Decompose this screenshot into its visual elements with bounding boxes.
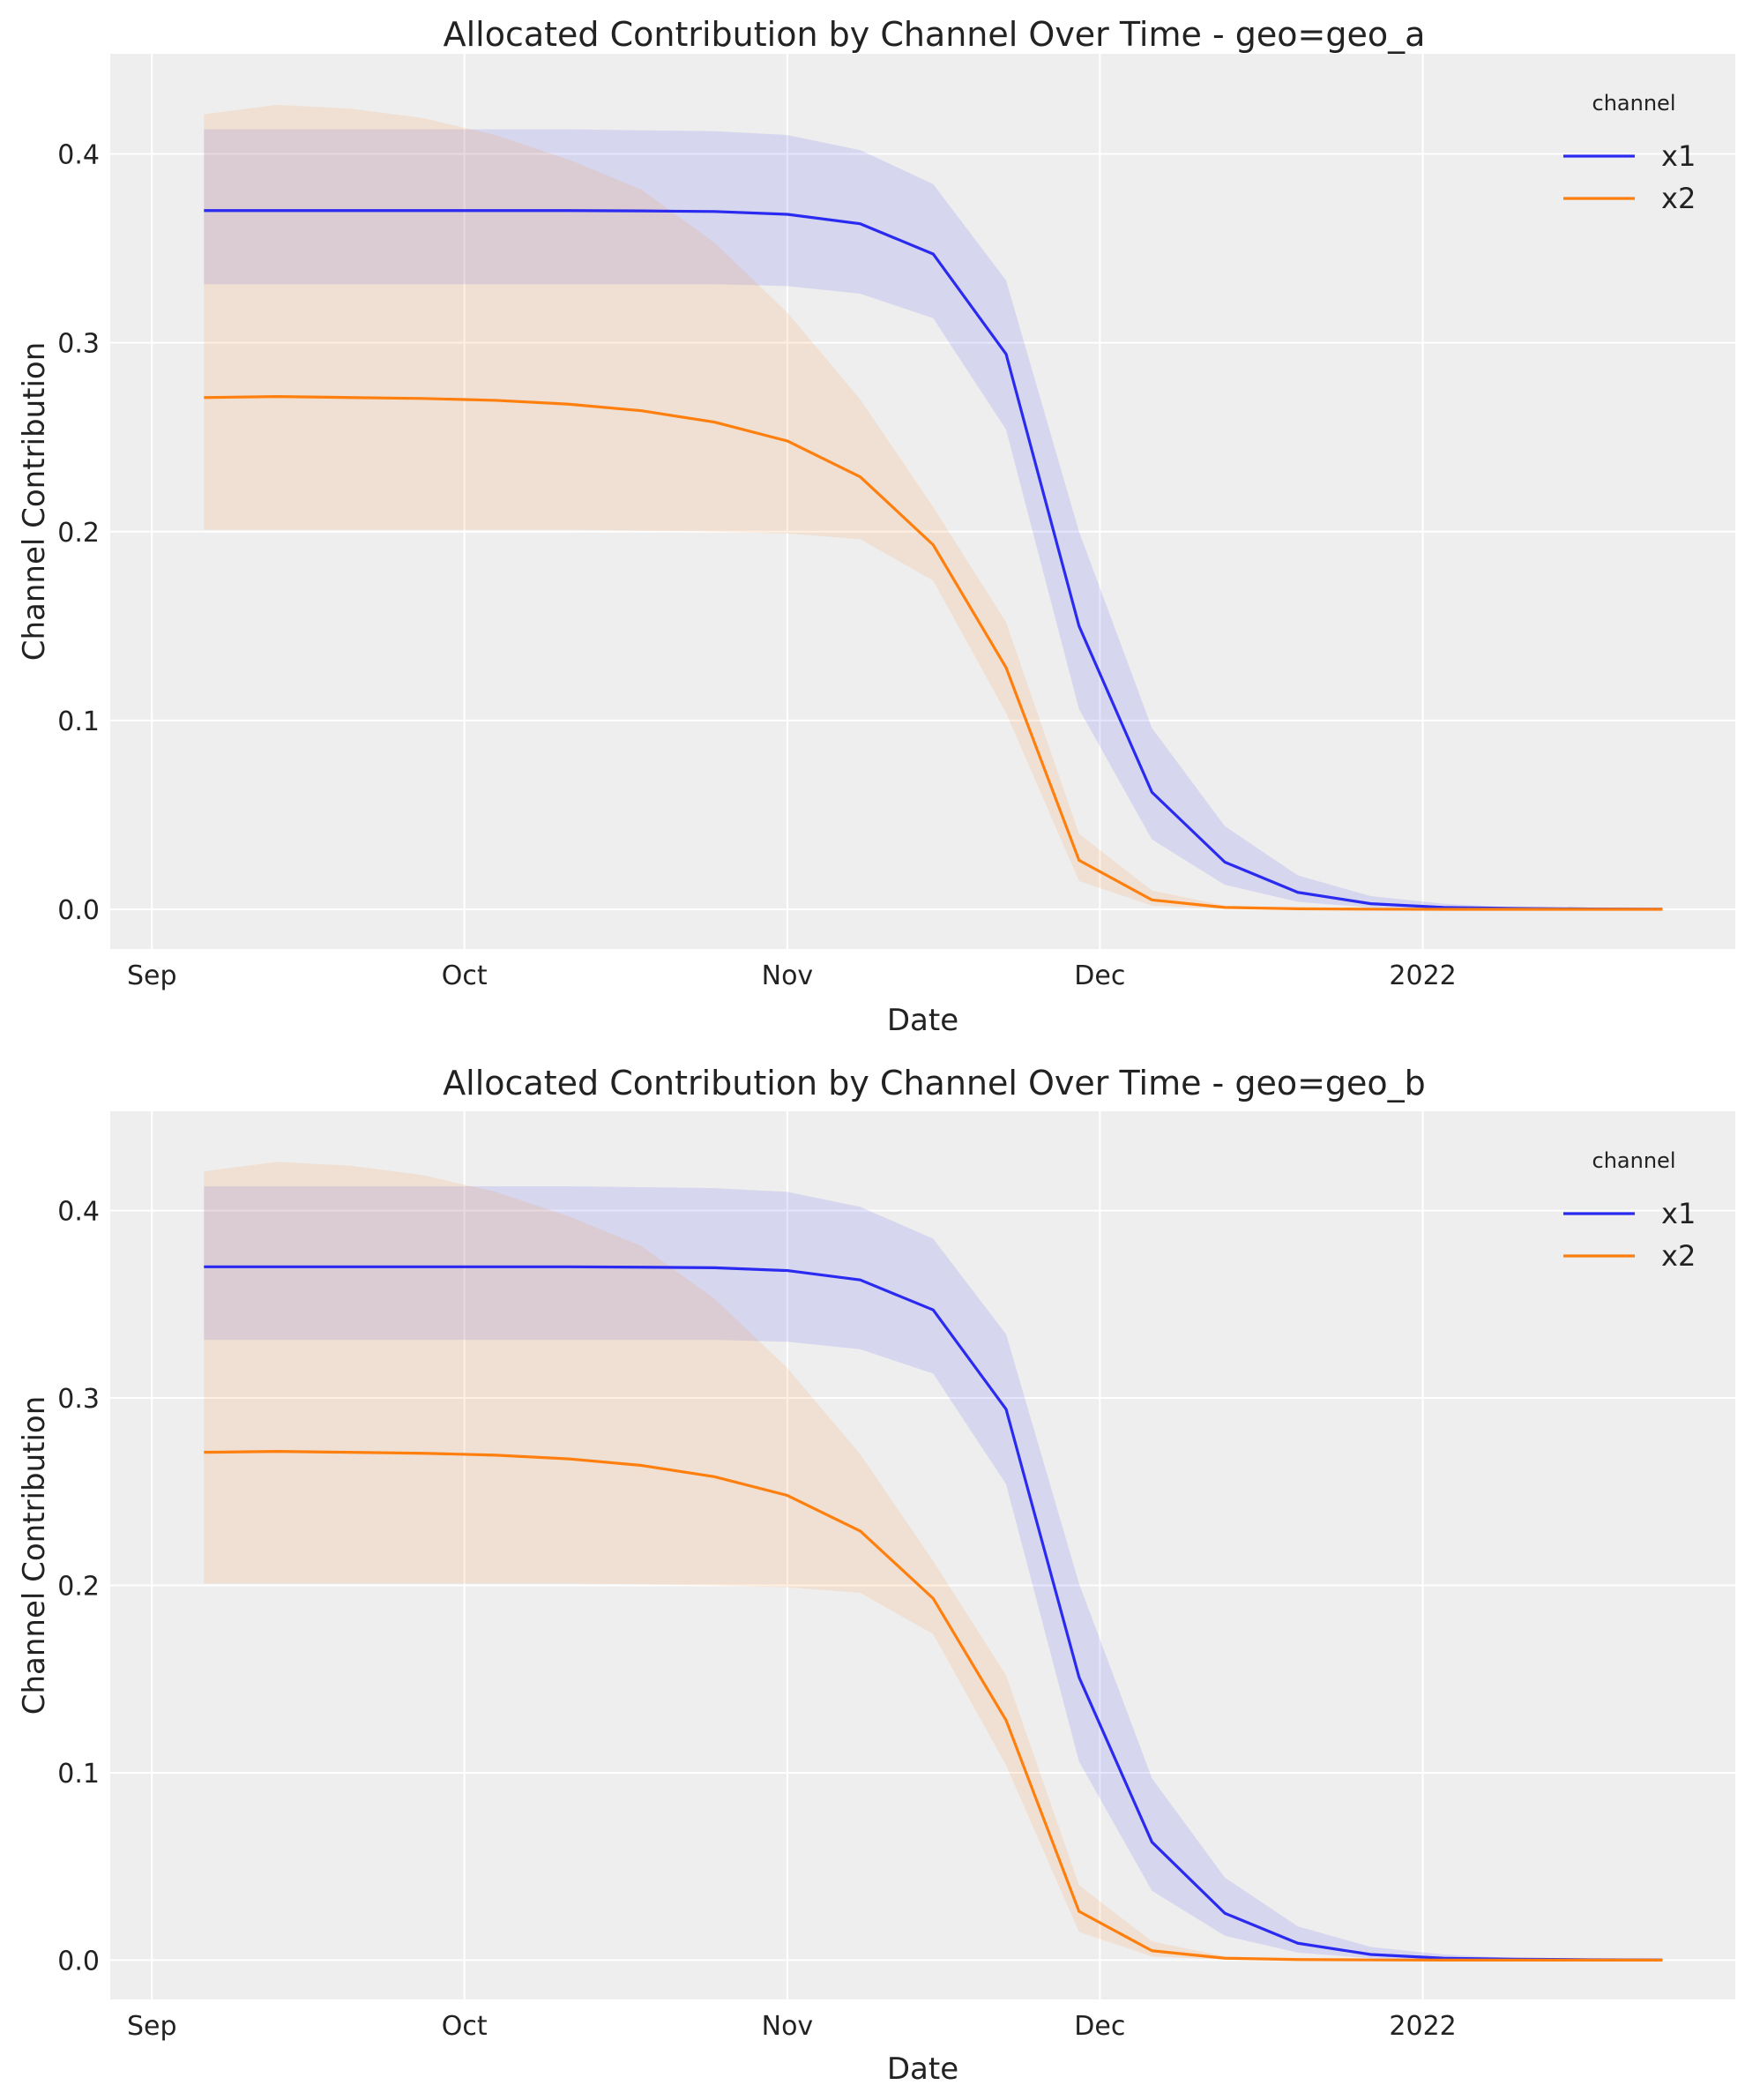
x-axis-label: Date bbox=[887, 1003, 958, 1038]
y-axis-label: Channel Contribution bbox=[17, 1396, 52, 1715]
x-axis-label: Date bbox=[887, 2051, 958, 2087]
x-tick-label: Oct bbox=[442, 2011, 488, 2042]
x-tick-label: Sep bbox=[127, 2011, 177, 2042]
plot-area bbox=[110, 54, 1735, 949]
legend-label-x2: x2 bbox=[1661, 1239, 1696, 1273]
x-tick-label: Dec bbox=[1074, 2011, 1125, 2042]
band-x2 bbox=[204, 104, 1663, 910]
legend-title: channel bbox=[1592, 1148, 1676, 1173]
x-tick-label: Oct bbox=[442, 960, 488, 991]
band-x1 bbox=[204, 129, 1663, 910]
y-axis-label: Channel Contribution bbox=[17, 342, 52, 661]
legend: channel x1 x2 bbox=[1563, 91, 1696, 215]
x-tick-label: Nov bbox=[762, 960, 814, 991]
y-tick-label: 0.4 bbox=[57, 139, 100, 170]
legend-label-x2: x2 bbox=[1661, 182, 1696, 215]
legend-title: channel bbox=[1592, 91, 1676, 116]
line-x2 bbox=[204, 395, 1663, 911]
x-tick-label: 2022 bbox=[1389, 960, 1456, 991]
legend: channel x1 x2 bbox=[1563, 1148, 1696, 1273]
y-tick-label: 0.2 bbox=[57, 1571, 100, 1602]
y-tick-label: 0.2 bbox=[57, 518, 100, 549]
band-x2 bbox=[204, 1162, 1663, 1961]
x-tick-label: Sep bbox=[127, 960, 177, 991]
chart-title: Allocated Contribution by Channel Over T… bbox=[444, 15, 1426, 54]
y-tick-label: 0.4 bbox=[57, 1197, 100, 1228]
chart-2: 0.0 0.1 0.2 0.3 0.4 Sep Oct Nov Dec 2022 Allocated… bbox=[17, 1064, 1735, 2087]
x-tick-label: Nov bbox=[762, 2011, 814, 2042]
chart-title: Allocated Contribution by Channel Over T… bbox=[443, 1064, 1426, 1102]
y-tick-label: 0.1 bbox=[57, 706, 100, 737]
band-x1 bbox=[204, 1185, 1663, 1961]
plot-area bbox=[110, 1111, 1735, 1999]
y-tick-label: 0.0 bbox=[57, 895, 100, 926]
line-x1 bbox=[204, 209, 1663, 911]
y-tick-label: 0.1 bbox=[57, 1759, 100, 1790]
y-tick-label: 0.0 bbox=[57, 1946, 100, 1977]
line-x1 bbox=[204, 1265, 1663, 1962]
x-tick-label: 2022 bbox=[1389, 2011, 1456, 2042]
legend-label-x1: x1 bbox=[1661, 1197, 1696, 1230]
y-tick-label: 0.3 bbox=[57, 1384, 100, 1415]
y-tick-label: 0.3 bbox=[57, 329, 100, 360]
chart-1: 0.0 0.1 0.2 0.3 0.4 Sep Oct Nov Dec 2022 Allocated… bbox=[17, 15, 1735, 1038]
line-x2 bbox=[204, 1449, 1663, 1962]
x-tick-label: Dec bbox=[1074, 960, 1125, 991]
legend-label-x1: x1 bbox=[1661, 139, 1696, 173]
